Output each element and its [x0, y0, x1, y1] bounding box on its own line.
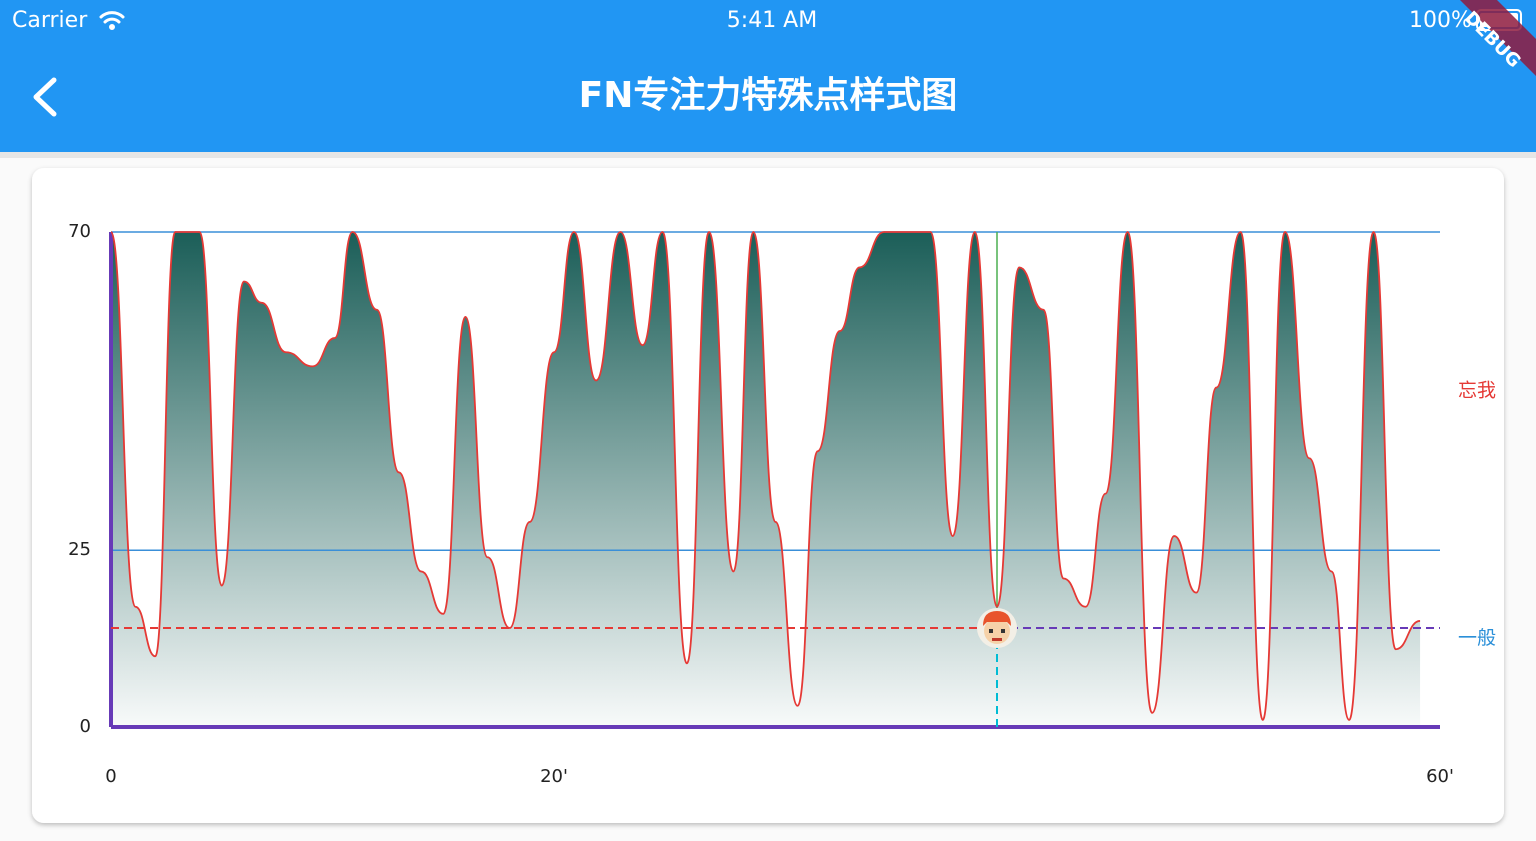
- carrier: Carrier: [12, 8, 88, 33]
- wifi-icon: [99, 11, 125, 30]
- clock: 5:41 AM: [727, 8, 817, 33]
- avatar-part: [989, 629, 993, 633]
- page-title: FN专注力特殊点样式图: [579, 75, 958, 116]
- back-button[interactable]: [33, 77, 57, 117]
- app-bar: [0, 0, 1536, 152]
- x-tick-label: 0: [105, 766, 116, 787]
- y-tick-label: 25: [68, 539, 91, 560]
- avatar-part: [984, 618, 1010, 644]
- y-tick-label: 70: [68, 221, 91, 242]
- x-tick-label: 20': [540, 766, 568, 787]
- zone-label: 一般: [1458, 627, 1496, 649]
- y-tick-label: 0: [80, 716, 91, 737]
- avatar-part: [1001, 629, 1005, 633]
- line-series: [110, 231, 1421, 721]
- x-tick-label: 60': [1426, 766, 1454, 787]
- zone-label: 忘我: [1458, 380, 1496, 402]
- plot: 0 25 70 0 20' 60' 一般 忘我: [68, 221, 1496, 787]
- battery-text: 100%: [1409, 8, 1472, 33]
- avatar-part: [992, 638, 1002, 641]
- marker-avatar: [977, 608, 1017, 648]
- avatar-part: [983, 611, 1011, 626]
- area-fill: [111, 232, 1421, 727]
- app-bar-shadow: [0, 152, 1536, 158]
